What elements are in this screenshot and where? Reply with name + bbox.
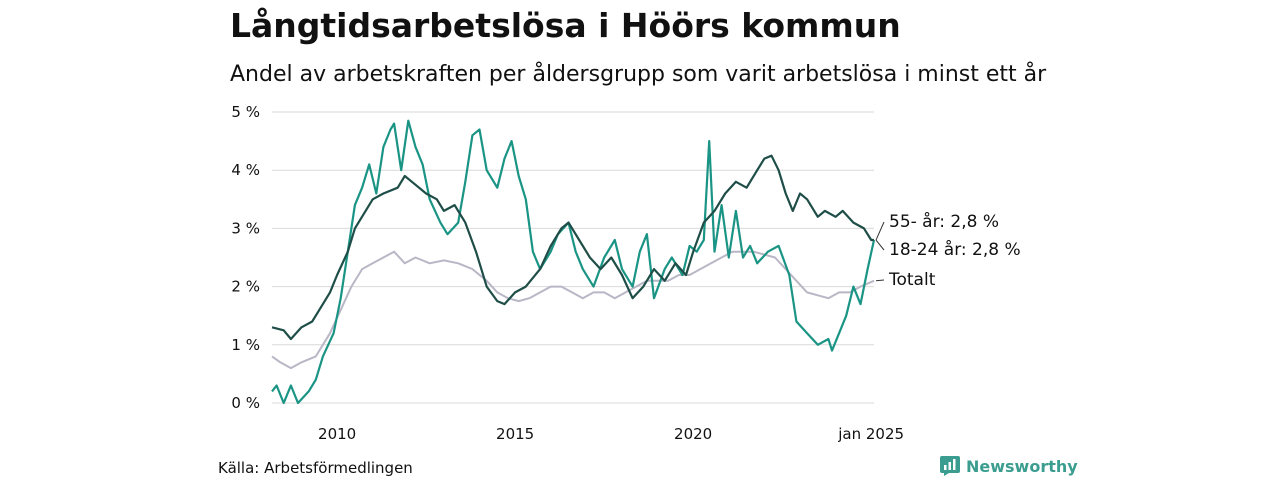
grid-lines	[272, 111, 874, 404]
x-tick-label: 2010	[318, 425, 356, 443]
chart-subtitle: Andel av arbetskraften per åldersgrupp s…	[230, 62, 1047, 87]
x-tick-label: 2015	[496, 425, 534, 443]
y-tick-label: 5 %	[231, 103, 260, 121]
end-label-leader	[875, 221, 885, 241]
end-label-s1824: 18-24 år: 2,8 %	[889, 239, 1021, 260]
series-line-total	[271, 250, 875, 370]
end-labels: 55- år: 2,8 % 18-24 år: 2,8 % Totalt	[875, 211, 1021, 290]
end-label-s55: 55- år: 2,8 %	[889, 211, 999, 232]
y-tick-label: 4 %	[231, 161, 260, 179]
brand-name: Newsworthy	[966, 456, 1078, 476]
series-line-s55	[271, 154, 874, 341]
end-label-total: Totalt	[888, 270, 936, 290]
y-tick-label: 3 %	[231, 219, 260, 237]
series-line-s1824	[271, 119, 876, 405]
end-label-leader	[875, 279, 885, 282]
brand-logo[interactable]: Newsworthy	[940, 456, 1078, 476]
end-label-leader	[875, 239, 885, 251]
source-note: Källa: Arbetsförmedlingen	[218, 459, 413, 477]
y-axis: 0 % 1 % 2 % 3 % 4 % 5 %	[231, 103, 260, 412]
y-tick-label: 1 %	[231, 336, 260, 354]
series-lines	[271, 119, 876, 405]
x-tick-label: 2020	[674, 425, 712, 443]
y-tick-label: 2 %	[231, 278, 260, 296]
x-tick-label: jan 2025	[837, 425, 904, 443]
x-axis: 2010 2015 2020 jan 2025	[318, 425, 904, 443]
bar-chart-logo-icon	[940, 456, 960, 476]
chart-title: Långtidsarbetslösa i Höörs kommun	[230, 6, 901, 45]
y-tick-label: 0 %	[231, 394, 260, 412]
